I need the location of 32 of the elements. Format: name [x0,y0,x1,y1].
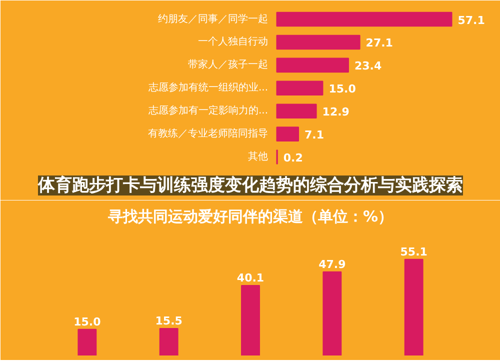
y-tick-label: 其他 [248,150,268,163]
y-tick-label: 约朋友／同事／同学一起 [158,12,268,25]
bar [241,285,260,356]
bar [322,271,342,356]
data-label: 15.5 [155,314,182,328]
bar [404,258,424,356]
bar [276,12,452,27]
data-label: 23.4 [354,60,382,73]
bar [276,58,349,73]
data-label: 12.9 [322,106,350,119]
data-label: 27.1 [366,36,393,50]
data-label: 40.1 [236,272,264,285]
data-label: 57.1 [458,14,485,27]
y-tick-label: 有教练／专业老师陪同指导 [148,128,268,140]
text: 体育跑步打卡与训练强度变化趋势的综合分析与实践探索 [37,174,463,196]
data-label: 15.0 [74,315,102,328]
data-label: 47.9 [318,258,346,271]
bar [78,328,97,356]
chart-title: 寻找共同运动爱好同伴的渠道（单位：%） [106,208,394,226]
bar [276,80,324,96]
data-label: 7.1 [304,128,324,142]
bar [276,34,360,50]
data-label: 0.2 [283,152,303,165]
y-tick-label: 带家人／孩子一起 [188,58,268,71]
y-tick-label: 志愿参加有统一组织的业... [148,82,268,94]
y-tick-label: 一个人独自行动 [198,36,268,48]
y-tick-label: 志愿参加有一定影响力的... [148,104,268,117]
bar [276,126,300,142]
bar [276,104,317,118]
data-label: 15.0 [328,82,356,96]
bar [159,328,178,356]
data-label: 55.1 [400,245,428,258]
